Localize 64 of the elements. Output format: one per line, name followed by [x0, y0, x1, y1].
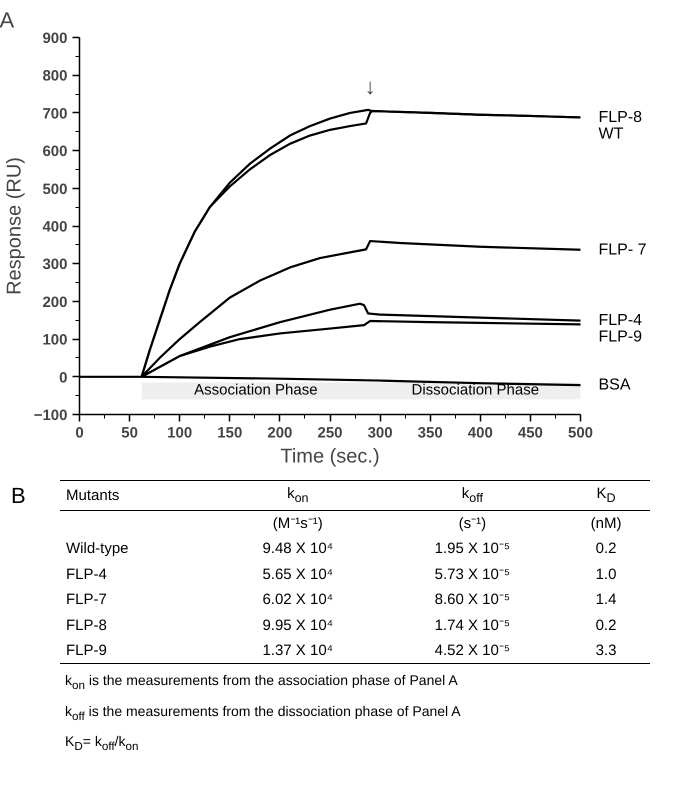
band-label: Dissociation Phase [412, 381, 540, 398]
x-tick-label: 150 [217, 424, 242, 442]
y-tick-label: 300 [42, 256, 68, 274]
x-tick-label: 50 [121, 424, 138, 442]
text: (s⁻¹) [458, 514, 488, 534]
text: (nM) [590, 514, 622, 534]
text: 1.74 X 10⁻⁵ [434, 616, 512, 636]
text: 4.52 X 10⁻⁵ [434, 640, 512, 661]
series-label: BSA [598, 376, 631, 394]
text: 1.4 [594, 590, 618, 610]
text: B [11, 482, 26, 510]
x-tick-label: 500 [568, 424, 594, 442]
text: 8.60 X 10⁻⁵ [434, 590, 512, 610]
x-tick-label: 400 [468, 424, 493, 442]
text: Wild-type [65, 539, 130, 560]
series-label: WT [598, 125, 624, 142]
text: k$_{on}$ is the measurements from the association phase of Panel A [65, 671, 459, 694]
text: Mutants [65, 486, 120, 506]
x-tick-label: 350 [418, 424, 443, 442]
text: 5.73 X 10⁻⁵ [434, 564, 512, 585]
text: k$_{on}$ [286, 484, 310, 507]
series-label: FLP-8 [598, 108, 642, 126]
text: 9.48 X 10⁴ [261, 539, 334, 560]
text: 1.37 X 10⁴ [261, 640, 334, 661]
series-label: FLP- 7 [598, 241, 647, 258]
x-tick-label: 250 [317, 424, 343, 442]
text: K$_{D}$ [596, 484, 617, 507]
x-tick-label: 100 [167, 424, 192, 442]
band-label: Association Phase [194, 381, 318, 398]
y-tick-label: 200 [42, 294, 68, 311]
y-tick-label: 900 [42, 30, 68, 47]
text: k$_{off}$ [460, 484, 484, 507]
text: k$_{off}$ is the measurements from the dissociation phase of Panel A [65, 702, 462, 725]
text: 6.02 X 10⁴ [261, 590, 334, 610]
x-tick-label: 200 [267, 424, 292, 442]
y-tick-label: 800 [42, 68, 68, 85]
annotation: ↓ [364, 74, 376, 99]
text: K$_{D}$= k$_{off}$/k$_{on}$ [65, 732, 140, 756]
text: FLP-8 [65, 616, 108, 636]
series-label: FLP-9 [598, 328, 642, 346]
text: 3.3 [594, 640, 618, 661]
text: 1.95 X 10⁻⁵ [434, 539, 512, 560]
series-label: FLP-4 [598, 312, 642, 330]
text: 5.65 X 10⁴ [261, 564, 334, 585]
x-tick-label: 300 [368, 424, 393, 442]
y-tick-label: 400 [42, 218, 68, 236]
y-tick-label: −100 [34, 407, 68, 424]
text: FLP-4 [65, 564, 108, 585]
text: 0.2 [594, 539, 618, 560]
text: 1.0 [594, 564, 618, 585]
y-tick-label: 500 [42, 180, 68, 198]
y-tick-label: 700 [42, 105, 68, 122]
text: FLP-7 [65, 590, 108, 610]
text: 9.95 X 10⁴ [261, 616, 334, 636]
x-tick-label: 0 [75, 424, 84, 442]
y-tick-label: 100 [42, 332, 68, 349]
y-tick-label: 0 [59, 369, 68, 386]
text: 0.2 [594, 616, 618, 636]
y-axis-title: Response (RU) [4, 157, 26, 295]
text: FLP-9 [65, 640, 108, 661]
x-axis-title: Time (sec.) [280, 446, 380, 468]
y-tick-label: 600 [42, 143, 68, 160]
x-tick-label: 450 [518, 424, 543, 442]
text: (M⁻¹s⁻¹) [272, 514, 324, 534]
